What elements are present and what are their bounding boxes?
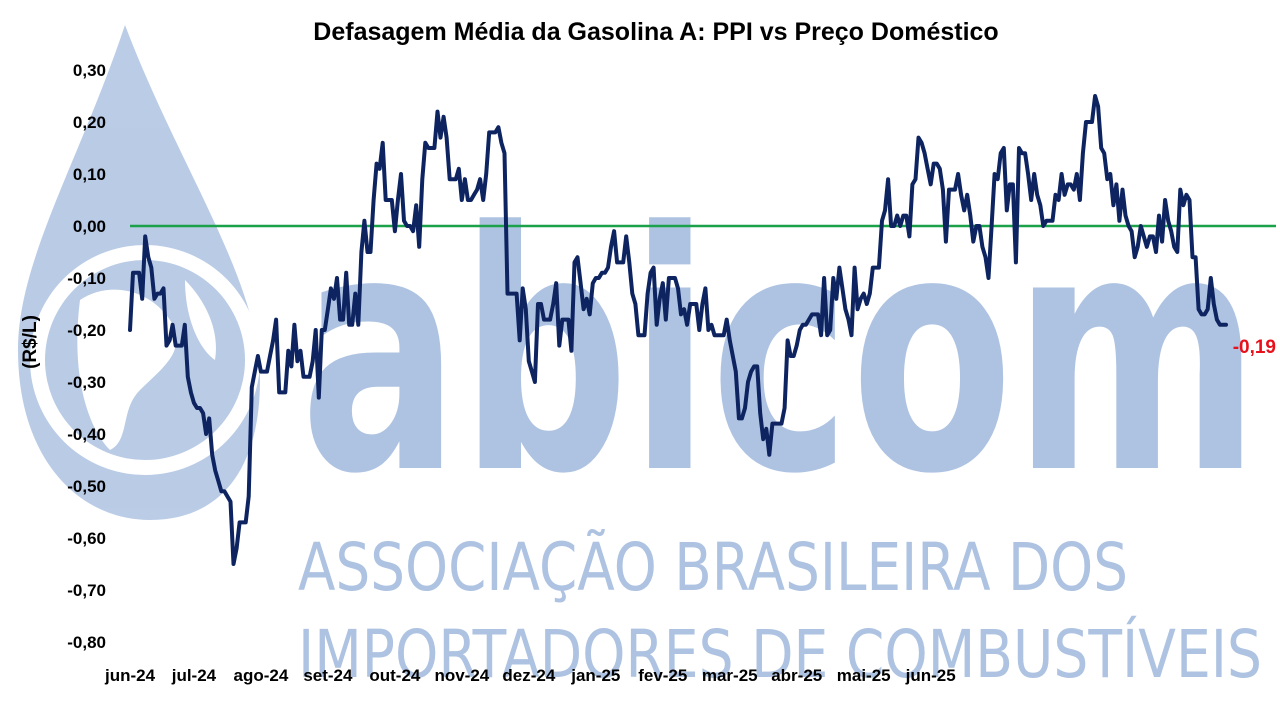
x-tick-label: nov-24 <box>434 666 489 685</box>
x-tick-label: out-24 <box>369 666 421 685</box>
x-tick-label: jan-25 <box>570 666 620 685</box>
x-tick-label: mar-25 <box>702 666 758 685</box>
x-tick-label: set-24 <box>303 666 353 685</box>
x-tick-label: jul-24 <box>171 666 217 685</box>
y-tick-label: -0,60 <box>67 529 106 548</box>
x-tick-label: mai-25 <box>837 666 891 685</box>
y-tick-label: -0,50 <box>67 477 106 496</box>
y-tick-label: -0,70 <box>67 581 106 600</box>
y-tick-label: -0,30 <box>67 373 106 392</box>
series-line <box>128 94 1228 566</box>
drop-globe-icon <box>18 25 260 520</box>
x-axis-ticks: jun-24 jul-24 ago-24 set-24 out-24 nov-24 dez-… <box>104 666 956 685</box>
x-tick-label: jun-24 <box>104 666 156 685</box>
y-tick-label: 0,10 <box>73 165 106 184</box>
y-tick-label: -0,10 <box>67 269 106 288</box>
watermark-line1: ASSOCIAÇÃO BRASILEIRA DOS <box>298 529 1128 606</box>
x-tick-label: dez-24 <box>502 666 555 685</box>
y-tick-label: 0,30 <box>73 61 106 80</box>
y-tick-label: -0,40 <box>67 425 106 444</box>
y-tick-label: 0,00 <box>73 217 106 236</box>
y-tick-label: -0,80 <box>67 633 106 652</box>
x-tick-label: ago-24 <box>234 666 289 685</box>
chart-title: Defasagem Média da Gasolina A: PPI vs Pr… <box>313 18 998 46</box>
x-tick-label: abr-25 <box>771 666 822 685</box>
y-axis-ticks: 0,30 0,20 0,10 0,00 -0,10 -0,20 -0,30 -0,40 -0,5… <box>67 61 106 652</box>
y-tick-label: 0,20 <box>73 113 106 132</box>
x-tick-label: fev-25 <box>638 666 687 685</box>
y-tick-label: -0,20 <box>67 321 106 340</box>
watermark-line2: IMPORTADORES DE COMBUSTÍVEIS <box>298 615 1262 693</box>
x-tick-label: jun-25 <box>905 666 956 685</box>
y-axis-label: (R$/L) <box>20 315 41 369</box>
last-value-label: -0,19 <box>1233 337 1276 358</box>
